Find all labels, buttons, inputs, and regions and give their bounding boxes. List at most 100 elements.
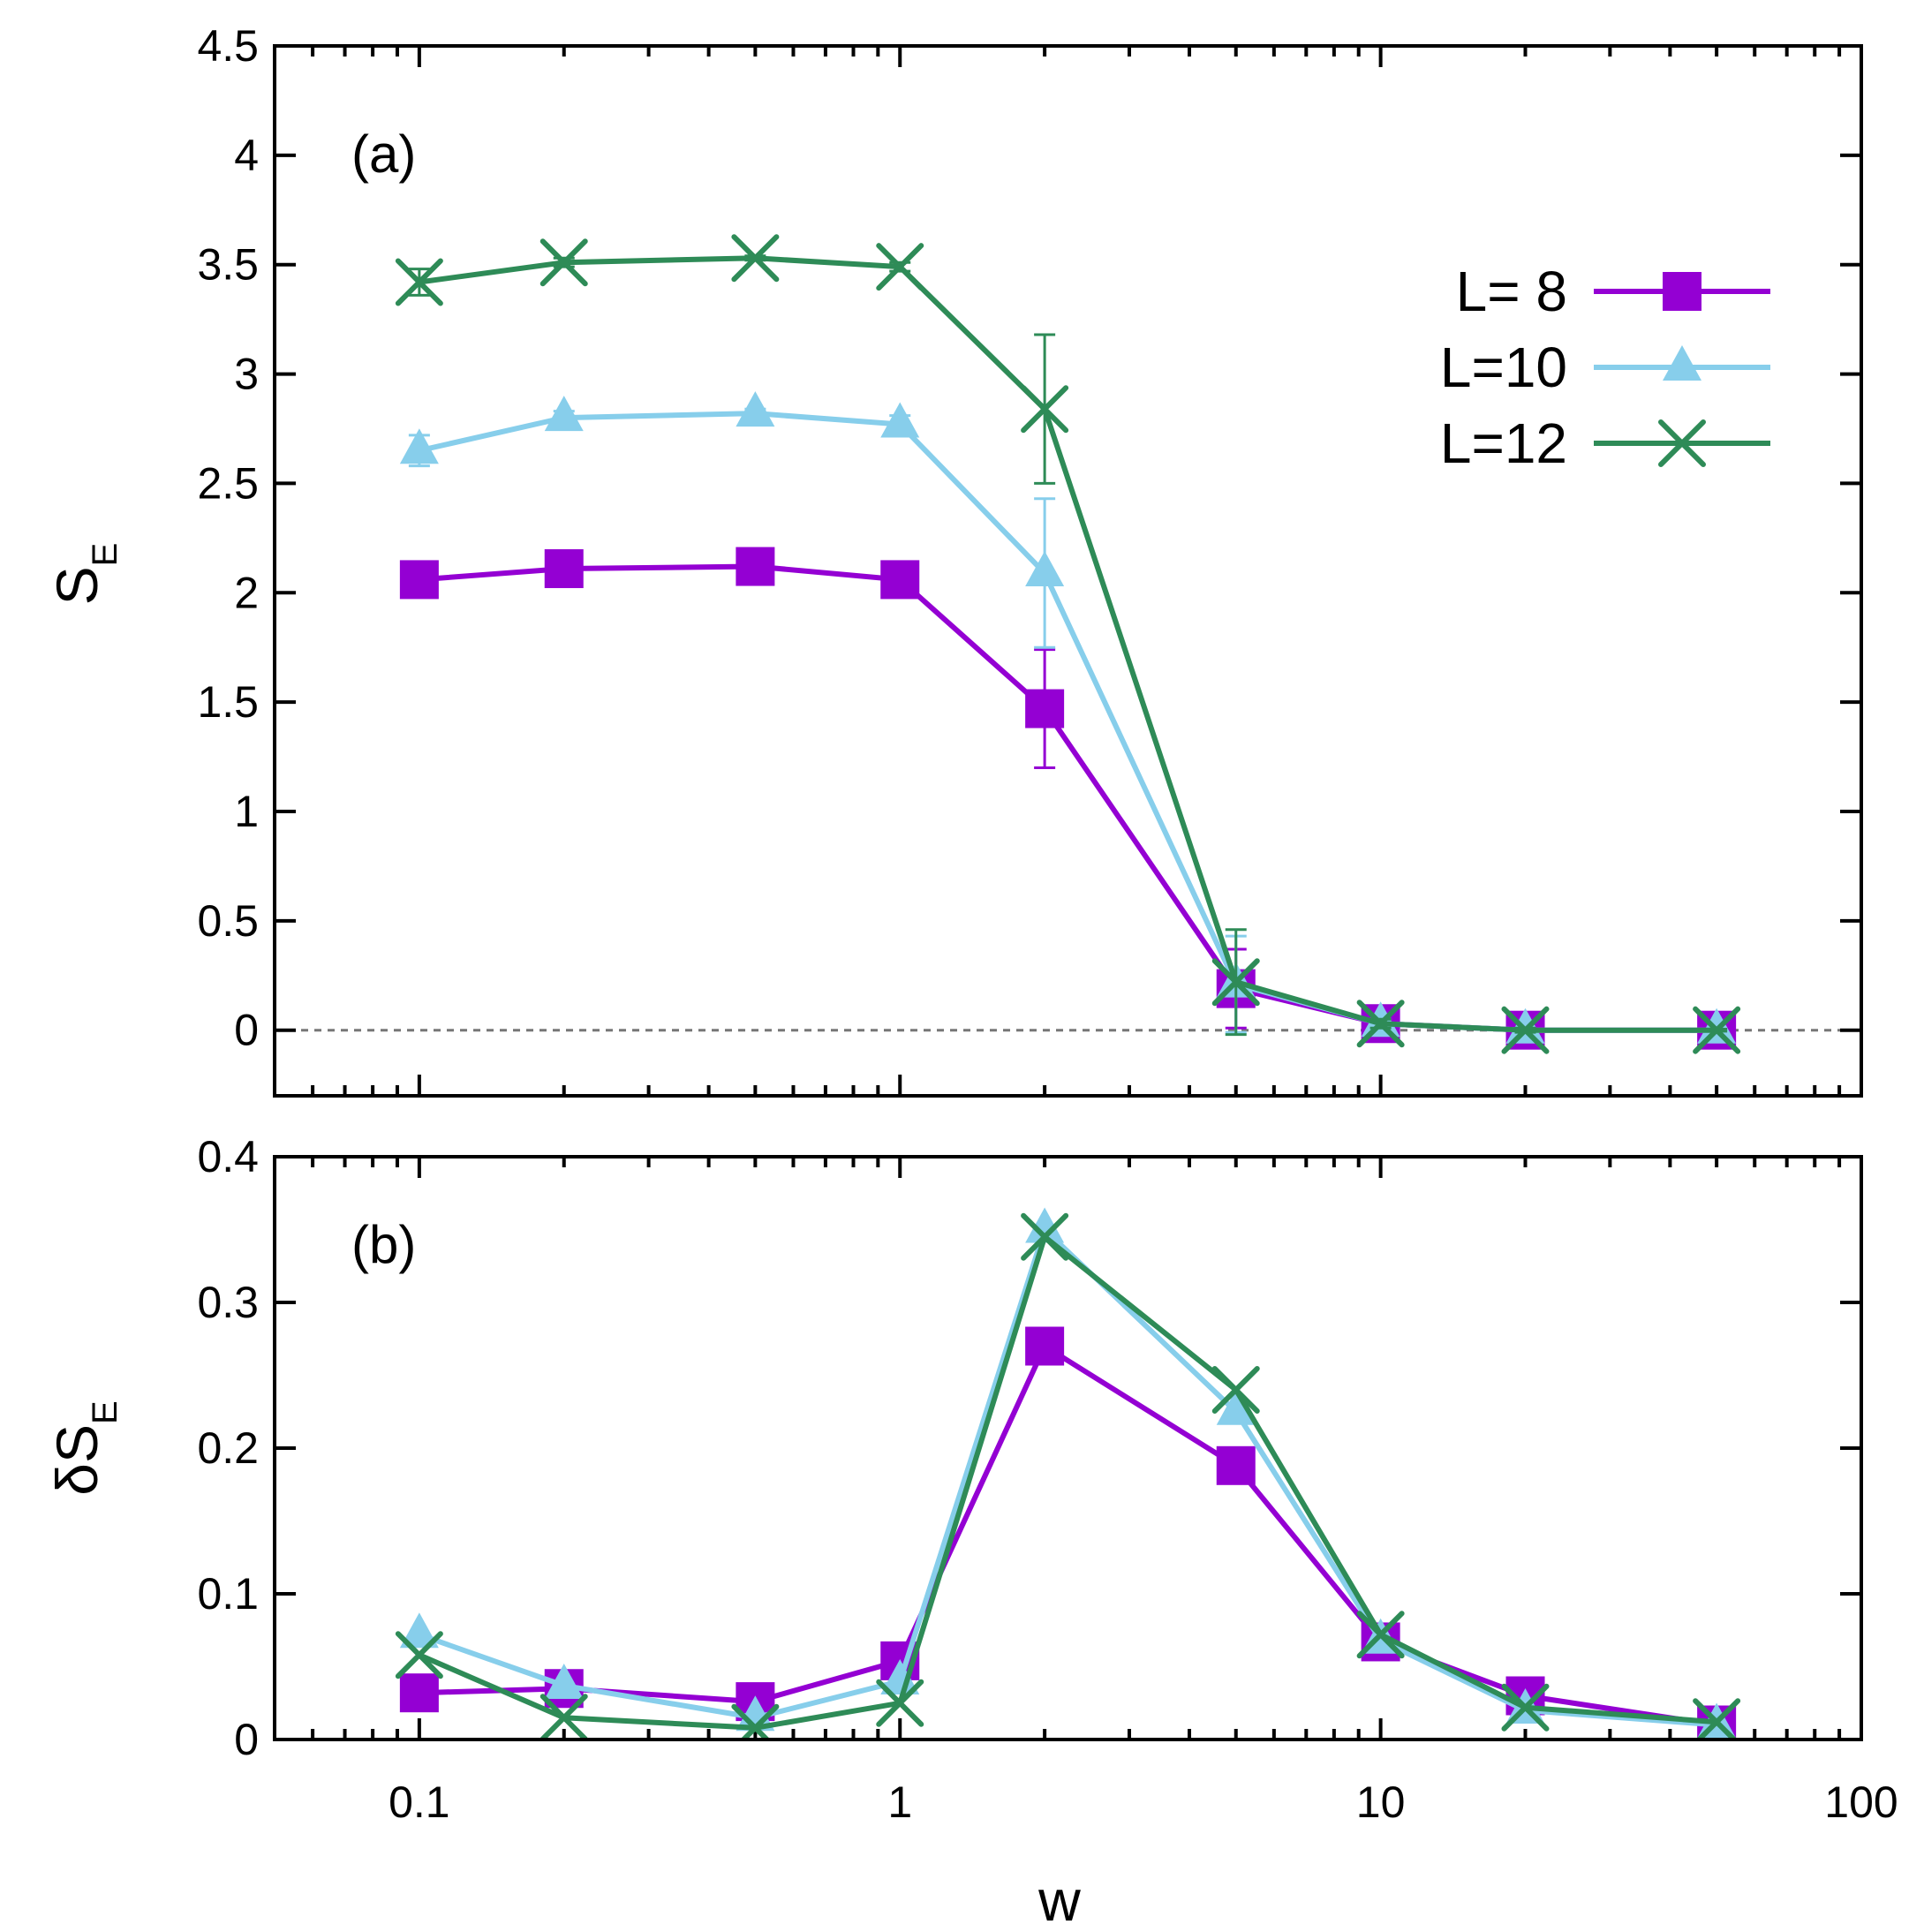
legend-item: L=12: [1440, 411, 1770, 475]
data-point-x: [395, 1631, 443, 1679]
y-axis-label-a-sub: E: [86, 543, 124, 567]
data-point-triangle: [1025, 1207, 1065, 1243]
svg-text:δSE: δSE: [44, 1400, 124, 1495]
y-tick-label: 4.5: [197, 21, 259, 71]
data-point-x: [876, 243, 924, 291]
series-x: [395, 1212, 1741, 1740]
data-point-triangle: [1697, 1008, 1737, 1044]
data-point-x: [1501, 1683, 1550, 1732]
x-tick-label: 10: [1356, 1777, 1406, 1827]
x-tick-label: 1: [887, 1777, 912, 1827]
series-square: [399, 1326, 1737, 1740]
data-point-x: [1356, 1000, 1405, 1048]
panel-b: 0 0.1 0.2 0.3 0.4 0.1 1 10 100 (b) δSE w: [44, 1132, 1898, 1932]
series-triangle: [399, 1207, 1737, 1739]
plot-area-b: [395, 1207, 1741, 1740]
data-point-triangle: [1025, 550, 1065, 586]
data-point-x: [1356, 1611, 1405, 1659]
data-point-triangle: [736, 391, 775, 427]
panel-label-b: (b): [351, 1215, 416, 1274]
y-axis-label-a-main: S: [44, 566, 109, 605]
data-point-square: [1216, 1445, 1256, 1485]
data-point-x: [876, 1679, 924, 1727]
legend-item: L= 8: [1456, 260, 1770, 323]
y-tick-label: 0.5: [197, 896, 259, 946]
y-tick-label: 0: [234, 1006, 259, 1055]
legend-label: L= 8: [1456, 260, 1567, 323]
data-point-x: [1501, 1006, 1550, 1054]
data-point-x: [539, 1694, 588, 1740]
data-point-triangle: [544, 1663, 584, 1699]
y-tick-label: 2: [234, 568, 259, 617]
y-tick-labels-a: 0 0.5 1 1.5 2 2.5 3 3.5 4 4.5: [197, 21, 259, 1055]
data-point-x: [1693, 1698, 1741, 1740]
data-point-triangle: [880, 1659, 920, 1694]
svg-text:SE: SE: [44, 543, 124, 606]
data-point-square: [544, 549, 584, 589]
data-point-x: [395, 258, 443, 306]
y-axis-label-b-main: δS: [44, 1424, 109, 1496]
y-tick-label: 3.5: [197, 240, 259, 290]
legend-label: L=10: [1440, 336, 1567, 399]
series-line: [419, 411, 1717, 1033]
y-tick-label: 0.3: [197, 1278, 259, 1327]
data-point-square: [399, 560, 439, 600]
y-tick-label: 1.5: [197, 677, 259, 727]
series-line: [419, 563, 1717, 1033]
series-line: [418, 1226, 1717, 1728]
series-line: [419, 1343, 1717, 1728]
data-point-x: [731, 234, 780, 283]
y-axis-label-b-sub: E: [86, 1400, 124, 1424]
data-point-triangle: [544, 396, 584, 432]
y-tick-labels-b: 0 0.1 0.2 0.3 0.4: [197, 1132, 259, 1764]
series-line: [418, 1234, 1717, 1731]
y-tick-label: 0: [234, 1715, 259, 1764]
y-tick-label: 1: [234, 787, 259, 836]
data-point-triangle: [880, 402, 920, 438]
data-point-triangle: [399, 1612, 439, 1649]
data-point-x: [1211, 958, 1260, 1007]
y-tick-label: 2.5: [197, 458, 259, 508]
plot-area-a: [395, 234, 1741, 1054]
y-axis-label-b: δSE: [44, 1400, 124, 1495]
data-point-square: [399, 1673, 439, 1713]
y-axis-label-a: SE: [44, 543, 124, 606]
x-tick-labels: 0.1 1 10 100: [389, 1777, 1898, 1827]
data-point-x: [731, 1703, 780, 1740]
axes-frame-b: [273, 1155, 1863, 1741]
y-tick-label: 0.4: [197, 1132, 259, 1181]
data-point-x: [1693, 1006, 1741, 1054]
data-point-x: [1021, 385, 1069, 434]
data-point-triangle: [1663, 345, 1701, 381]
axes-frame-a: [273, 44, 1863, 1098]
data-point-square: [880, 560, 920, 600]
panel-label-a: (a): [351, 125, 416, 184]
x-axis-label: w: [1037, 1868, 1081, 1932]
legend-item: L=10: [1440, 336, 1770, 399]
y-tick-label: 3: [234, 350, 259, 399]
data-point-square: [1663, 272, 1701, 311]
y-tick-label: 0.2: [197, 1423, 259, 1473]
x-tick-label: 100: [1824, 1777, 1898, 1827]
data-point-triangle: [1505, 1008, 1545, 1044]
panel-a: 0 0.5 1 1.5 2 2.5 3 3.5 4 4.5 (a) L= 8 L=10 L=12 SE: [44, 21, 1863, 1098]
data-point-x: [1021, 1212, 1069, 1261]
x-tick-label: 0.1: [389, 1777, 450, 1827]
y-tick-label: 0.1: [197, 1569, 259, 1619]
data-point-triangle: [736, 1695, 775, 1732]
data-point-square: [1025, 1326, 1065, 1366]
data-point-triangle: [1216, 1389, 1256, 1425]
data-point-triangle: [399, 428, 439, 464]
series-triangle: [399, 391, 1737, 1044]
y-tick-label: 4: [234, 131, 259, 180]
legend: L= 8 L=10 L=12: [1440, 260, 1770, 475]
data-point-x: [1211, 1366, 1260, 1414]
series-x: [395, 234, 1741, 1054]
legend-label: L=12: [1440, 411, 1567, 475]
data-point-x: [539, 238, 588, 287]
data-point-square: [1025, 689, 1065, 728]
tick-marks-b: [273, 1155, 1863, 1741]
data-point-x: [1658, 419, 1706, 467]
data-point-square: [736, 547, 775, 586]
